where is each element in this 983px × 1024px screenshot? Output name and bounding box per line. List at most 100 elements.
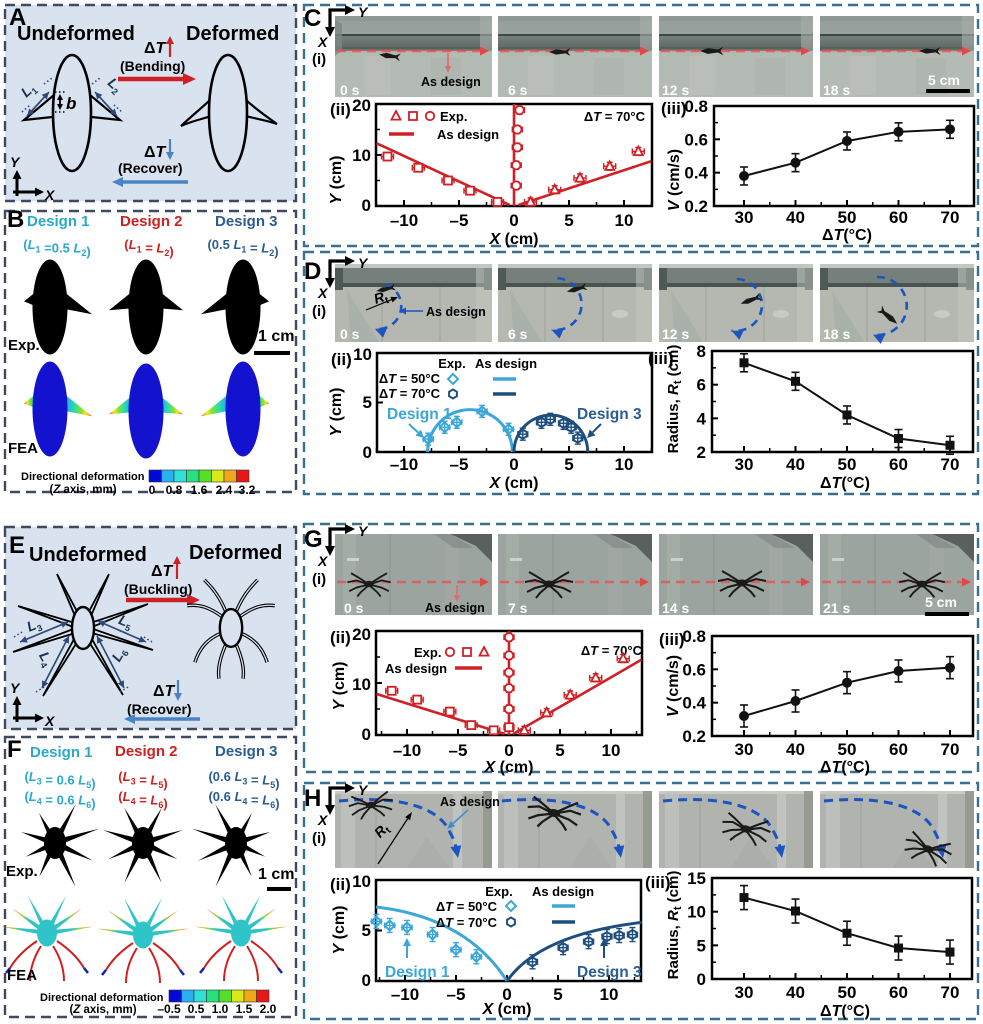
svg-text:ΔT = 70°C: ΔT = 70°C	[379, 386, 441, 401]
svg-text:–10: –10	[390, 455, 418, 474]
svg-text:5: 5	[362, 921, 371, 940]
svg-text:70: 70	[941, 455, 960, 474]
svg-text:–10: –10	[393, 741, 421, 760]
svg-text:FEA: FEA	[8, 440, 38, 457]
svg-text:ΔT: ΔT	[151, 563, 174, 580]
svg-text:30: 30	[735, 983, 754, 1002]
svg-text:2.0: 2.0	[260, 1002, 277, 1016]
svg-text:50: 50	[838, 455, 857, 474]
svg-text:(Z axis, mm): (Z axis, mm)	[49, 484, 116, 496]
svg-text:70: 70	[941, 208, 960, 227]
svg-text:Y (cm): Y (cm)	[331, 662, 348, 711]
svg-text:Deformed: Deformed	[186, 23, 279, 45]
svg-text:(ii): (ii)	[330, 100, 351, 119]
svg-text:50: 50	[838, 208, 857, 227]
svg-text:0.6: 0.6	[682, 660, 706, 679]
svg-text:4: 4	[697, 409, 707, 428]
svg-text:0.8: 0.8	[682, 627, 706, 646]
svg-text:10: 10	[602, 741, 621, 760]
svg-text:(Recover): (Recover)	[118, 160, 183, 176]
svg-text:5 cm: 5 cm	[925, 594, 957, 610]
svg-text:Y: Y	[358, 782, 369, 798]
svg-text:ΔT(°C): ΔT(°C)	[820, 1003, 870, 1020]
svg-text:Design 1: Design 1	[30, 744, 93, 761]
svg-text:Y (cm): Y (cm)	[328, 156, 345, 205]
svg-text:10: 10	[353, 345, 372, 364]
svg-text:ΔT = 70°C: ΔT = 70°C	[436, 915, 498, 930]
svg-text:6 s: 6 s	[508, 326, 528, 342]
svg-text:0 s: 0 s	[340, 82, 360, 98]
svg-text:X: X	[44, 713, 56, 729]
svg-text:0: 0	[509, 455, 518, 474]
svg-text:50: 50	[838, 983, 857, 1002]
svg-text:Design 2: Design 2	[120, 213, 183, 230]
svg-text:FEA: FEA	[7, 967, 37, 984]
svg-text:Y: Y	[10, 154, 21, 170]
svg-text:X (cm): X (cm)	[489, 231, 539, 248]
svg-text:Exp.: Exp.	[485, 884, 512, 899]
svg-text:10: 10	[352, 872, 371, 891]
svg-text:(iii): (iii)	[661, 99, 687, 118]
svg-text:0 s: 0 s	[340, 326, 360, 342]
svg-text:A: A	[9, 4, 26, 31]
svg-text:60: 60	[889, 983, 908, 1002]
svg-text:6: 6	[697, 376, 706, 395]
svg-text:Exp.: Exp.	[8, 337, 40, 354]
svg-text:ΔT = 50°C: ΔT = 50°C	[436, 899, 498, 914]
svg-text:Deformed: Deformed	[189, 542, 282, 564]
svg-text:–10: –10	[390, 211, 418, 230]
svg-text:70: 70	[941, 983, 960, 1002]
svg-text:ΔT(°C): ΔT(°C)	[820, 475, 870, 492]
svg-text:2.4: 2.4	[216, 483, 233, 497]
svg-text:Radius, Rt (cm): Radius, Rt (cm)	[665, 345, 684, 454]
svg-text:(ii): (ii)	[330, 628, 351, 647]
svg-text:X (cm): X (cm)	[484, 759, 534, 776]
svg-text:20: 20	[352, 96, 371, 115]
svg-text:ΔT: ΔT	[144, 144, 167, 161]
svg-text:Design 1: Design 1	[387, 406, 452, 423]
svg-text:18 s: 18 s	[823, 326, 850, 342]
svg-text:21 s: 21 s	[823, 600, 850, 616]
svg-text:10: 10	[352, 146, 371, 165]
svg-text:40: 40	[786, 740, 805, 759]
svg-text:0.4: 0.4	[682, 694, 706, 713]
svg-text:0.8: 0.8	[684, 97, 708, 116]
svg-text:40: 40	[786, 208, 805, 227]
svg-text:L5: L5	[116, 611, 136, 633]
svg-text:(L4 = 0.6 L6): (L4 = 0.6 L6)	[24, 789, 95, 811]
svg-text:0: 0	[362, 725, 371, 744]
svg-text:0: 0	[363, 443, 372, 462]
svg-text:60: 60	[889, 208, 908, 227]
svg-text:ΔT(°C): ΔT(°C)	[820, 759, 870, 776]
svg-text:70: 70	[941, 740, 960, 759]
svg-text:(L3 = 0.6 L5): (L3 = 0.6 L5)	[24, 769, 95, 791]
svg-text:5: 5	[363, 393, 372, 412]
svg-text:Design 1: Design 1	[27, 213, 90, 230]
svg-text:5: 5	[555, 741, 564, 760]
svg-text:20: 20	[352, 625, 371, 644]
svg-text:(ii): (ii)	[331, 350, 352, 369]
svg-text:30: 30	[735, 455, 754, 474]
svg-text:Design 1: Design 1	[385, 964, 450, 981]
svg-text:1.6: 1.6	[191, 483, 208, 497]
svg-text:15: 15	[687, 869, 706, 888]
svg-text:40: 40	[786, 983, 805, 1002]
svg-text:ΔT(°C): ΔT(°C)	[822, 227, 872, 244]
svg-text:5: 5	[564, 211, 573, 230]
svg-text:0: 0	[362, 971, 371, 990]
svg-text:ΔT = 70°C: ΔT = 70°C	[581, 643, 643, 658]
svg-text:5: 5	[697, 936, 706, 955]
svg-text:10: 10	[352, 675, 371, 694]
svg-text:0: 0	[509, 211, 518, 230]
svg-text:As design: As design	[440, 795, 500, 809]
svg-text:(L1 =0.5 L2): (L1 =0.5 L2)	[23, 237, 91, 259]
svg-text:30: 30	[735, 740, 754, 759]
svg-text:–0.5: –0.5	[157, 1002, 181, 1016]
svg-text:10: 10	[687, 903, 706, 922]
svg-text:E: E	[9, 532, 25, 559]
svg-text:ΔT = 70°C: ΔT = 70°C	[584, 109, 646, 124]
svg-text:18 s: 18 s	[823, 82, 850, 98]
svg-text:Y: Y	[358, 4, 369, 20]
svg-text:Design 3: Design 3	[215, 213, 278, 230]
svg-text:6 s: 6 s	[508, 82, 528, 98]
